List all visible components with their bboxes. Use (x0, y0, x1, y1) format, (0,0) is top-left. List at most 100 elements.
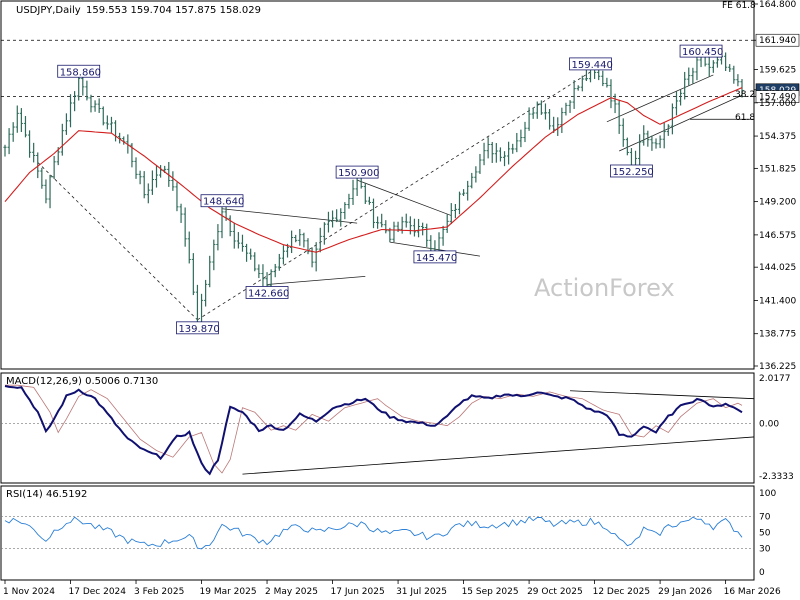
price-bar (363, 182, 367, 204)
trendline-down-dashed (37, 162, 198, 321)
price-bar (445, 214, 449, 233)
price-bar (535, 101, 539, 119)
price-bar (478, 153, 482, 174)
price-axis-marker (755, 90, 800, 103)
rsi-line (1, 516, 754, 550)
price-bar (711, 60, 715, 73)
price-tick-label: 154.375 (759, 132, 796, 142)
macd-tick-label: 2.0177 (759, 374, 791, 384)
price-bar (552, 116, 556, 133)
price-bar (73, 91, 77, 112)
date-tick-label: 16 Mar 2026 (724, 587, 781, 597)
price-bar (617, 99, 621, 134)
price-bar (298, 229, 302, 246)
price-bar (416, 218, 421, 238)
price-bar (658, 135, 662, 149)
price-bar (646, 130, 650, 147)
price-bar (461, 189, 466, 196)
price-bar (322, 222, 326, 245)
price-bar (77, 75, 81, 101)
price-bar (48, 174, 52, 209)
price-bar (621, 118, 625, 147)
price-bar (674, 91, 679, 116)
price-bar (736, 74, 740, 87)
price-bar (449, 203, 453, 225)
price-bar (564, 102, 568, 116)
price-bar (466, 180, 470, 201)
price-bar (367, 196, 372, 205)
price-bar (109, 116, 114, 133)
date-tick-label: 17 Jun 2025 (331, 587, 385, 597)
price-bar (474, 166, 478, 183)
price-bar (707, 56, 711, 77)
fib-fe-label: FE 61.8 (722, 1, 756, 11)
price-bar (306, 238, 310, 255)
price-bar (68, 94, 73, 128)
watermark: ActionForex (534, 274, 675, 302)
date-tick-label: 29 Oct 2025 (527, 587, 583, 597)
date-tick-label: 3 Feb 2025 (134, 587, 184, 597)
ohlc-label: 159.553 159.704 157.875 158.029 (86, 5, 261, 16)
price-bar (281, 245, 286, 265)
price-bar (105, 115, 109, 130)
price-bar (375, 216, 380, 229)
price-label: 148.640 (203, 197, 244, 208)
date-axis: 1 Nov 2024 17 Dec 2024 3 Feb 2025 19 Mar 20… (3, 580, 781, 597)
fib-61-label: 61.8 (735, 113, 755, 123)
price-bar (60, 123, 64, 156)
price-bar (547, 109, 552, 130)
price-bar (244, 243, 249, 262)
rsi-panel (0, 485, 755, 581)
price-bar (257, 264, 261, 279)
price-bar (408, 216, 412, 235)
macd-tick-label: 0.00 (759, 419, 779, 429)
price-bar (605, 77, 609, 88)
price-bar (294, 234, 298, 243)
price-bars (3, 47, 744, 333)
flag-upper (356, 179, 452, 216)
price-bar (613, 93, 617, 114)
horizontal-levels (1, 39, 754, 120)
price-bar (691, 67, 695, 84)
price-bar (527, 107, 531, 131)
price-bar (683, 71, 687, 100)
price-bar (138, 170, 142, 185)
price-bar (642, 125, 646, 146)
price-panel (0, 0, 755, 370)
date-tick-label: 1 Nov 2024 (3, 587, 55, 597)
price-label-box (245, 286, 289, 299)
price-bar (101, 106, 105, 126)
symbol-label: USDJPY,Daily (16, 5, 81, 16)
price-bar (650, 135, 654, 151)
price-bar (89, 94, 93, 113)
price-bar (97, 98, 101, 113)
price-label: 158.860 (60, 67, 101, 78)
price-label-box (57, 64, 101, 78)
price-bar (539, 100, 543, 115)
date-tick-label: 12 Dec 2025 (593, 587, 651, 597)
price-bar (425, 223, 429, 247)
price-bar (339, 208, 343, 227)
price-bar (146, 183, 150, 204)
price-bar (421, 222, 425, 236)
macd-trendline-upper (570, 390, 754, 400)
price-bar (511, 143, 515, 154)
price-bar (253, 252, 257, 272)
moving-average-line (4, 87, 743, 253)
price-bar (179, 203, 183, 223)
price-label: 152.250 (612, 167, 653, 178)
price-bar (236, 232, 240, 249)
price-label-box (569, 57, 612, 71)
price-bar (347, 193, 351, 209)
price-label-box (413, 250, 457, 264)
price-bar (335, 209, 339, 223)
price-bar (470, 172, 474, 189)
price-bar (44, 179, 48, 204)
price-bar (93, 100, 97, 112)
price-tick-label: 164.800 (759, 0, 796, 10)
price-tick-label: 149.200 (759, 198, 796, 208)
price-bar (330, 210, 335, 228)
price-bar (568, 100, 572, 113)
macd-lines (1, 384, 754, 476)
price-bar (384, 220, 388, 234)
